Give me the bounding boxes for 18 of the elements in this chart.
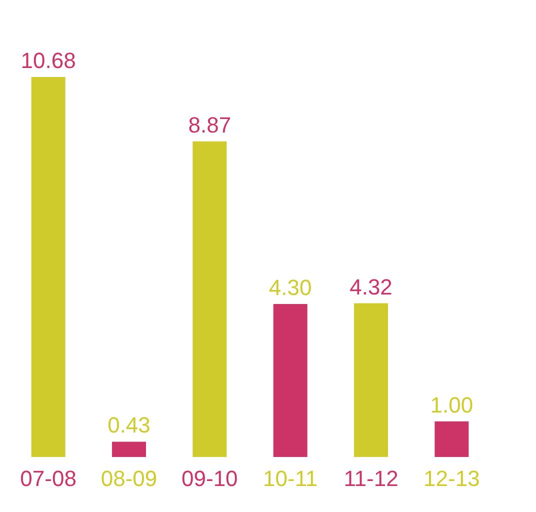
data-label: 4.30 — [268, 275, 312, 300]
bar — [354, 303, 388, 457]
x-tick-label: 08-09 — [100, 466, 158, 491]
bar — [273, 304, 308, 457]
data-label: 1.00 — [430, 392, 474, 418]
bar — [192, 141, 227, 457]
x-tick-label: 11-12 — [344, 466, 398, 491]
data-label: 10.68 — [20, 48, 76, 73]
x-tick-label: 10-11 — [263, 466, 318, 491]
x-tick-label: 07-08 — [20, 466, 76, 491]
data-label: 8.87 — [188, 112, 232, 138]
bar — [434, 421, 469, 457]
x-tick-label: 09-10 — [182, 466, 238, 491]
bar — [31, 77, 66, 457]
x-tick-label: 12-13 — [424, 466, 480, 491]
data-label: 0.43 — [108, 412, 150, 438]
data-label: 4.32 — [350, 274, 392, 300]
bar — [112, 442, 146, 457]
